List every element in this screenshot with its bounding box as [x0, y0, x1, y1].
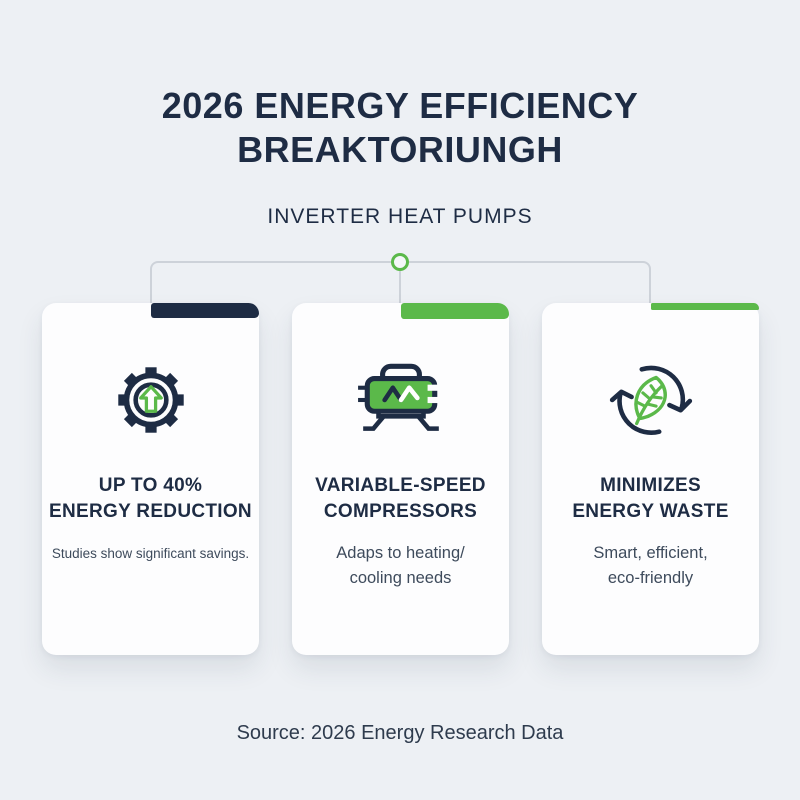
card-body-line: cooling needs: [349, 569, 452, 587]
card-title-line: ENERGY WASTE: [572, 501, 729, 522]
card-title: UP TO 40% ENERGY REDUCTION: [42, 473, 259, 525]
card-body-line: Smart, efficient,: [593, 544, 708, 562]
card-body: Adaps to heating/ cooling needs: [292, 541, 509, 591]
card-icon-wrap: [542, 354, 759, 446]
card-title-line: COMPRESSORS: [323, 501, 478, 522]
source-note: Source: 2026 Energy Research Data: [236, 722, 564, 744]
connector-center-drop: [399, 262, 401, 303]
card-icon-wrap: [42, 354, 259, 446]
card-energy-reduction: UP TO 40% ENERGY REDUCTION Studies show …: [42, 303, 259, 655]
card-body-line: Studies show significant savings.: [51, 546, 250, 561]
card-title-line: UP TO 40%: [98, 475, 203, 496]
card-body-line: Adaps to heating/: [336, 544, 465, 562]
page-title-line1: 2026 ENERGY EFFICIENCY: [161, 85, 639, 126]
card-title-line: MINIMIZES: [600, 475, 701, 496]
card-energy-waste: MINIMIZES ENERGY WASTE Smart, efficient,…: [542, 303, 759, 655]
card-body-line: eco-friendly: [607, 569, 694, 587]
card-title-line: ENERGY REDUCTION: [49, 501, 252, 522]
page-title: 2026 ENERGY EFFICIENCY BREAKTORIUNGH: [0, 84, 800, 172]
card-accent-bar: [650, 303, 759, 310]
gear-up-arrow-icon: [117, 367, 184, 433]
page-subtitle: INVERTER HEAT PUMPS: [267, 205, 533, 228]
card-accent-bar: [150, 303, 259, 318]
compressor-icon: [357, 363, 439, 431]
card-variable-speed: VARIABLE-SPEED COMPRESSORS Adaps to heat…: [292, 303, 509, 655]
card-body: Smart, efficient, eco-friendly: [542, 541, 759, 591]
leaf-recycle-icon: [609, 365, 692, 435]
card-title: VARIABLE-SPEED COMPRESSORS: [292, 473, 509, 525]
card-title: MINIMIZES ENERGY WASTE: [542, 473, 759, 525]
card-accent-bar: [400, 303, 509, 319]
connector-node-circle: [391, 253, 409, 271]
card-icon-wrap: [292, 354, 509, 446]
page-title-line2: BREAKTORIUNGH: [237, 129, 563, 170]
card-body: Studies show significant savings.: [42, 541, 259, 566]
card-title-line: VARIABLE-SPEED: [315, 475, 486, 496]
header: 2026 ENERGY EFFICIENCY BREAKTORIUNGH INV…: [0, 84, 800, 229]
